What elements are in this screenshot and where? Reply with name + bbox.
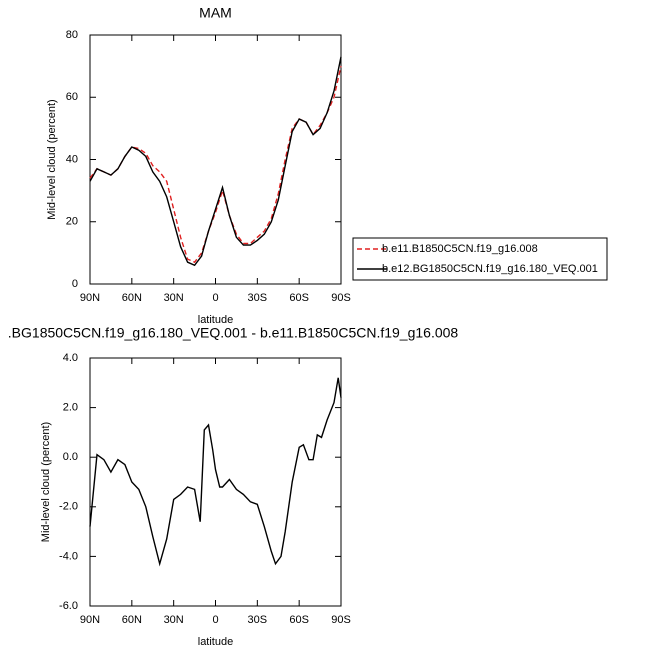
line-series	[89, 56, 342, 267]
y-tick-label: 40	[66, 153, 78, 165]
chart-title: .BG1850C5CN.f19_g16.180_VEQ.001 - b.e11.…	[8, 325, 459, 341]
x-tick-label: 60S	[289, 292, 309, 304]
y-tick-label: -4.0	[59, 550, 78, 562]
plot-frame	[89, 34, 342, 285]
x-tick-label: 0	[212, 292, 218, 304]
y-tick-label: 0	[72, 278, 78, 290]
y-tick-label: 0.0	[63, 451, 78, 463]
y-tick-label: 4.0	[63, 352, 78, 364]
x-tick-label: 30N	[164, 614, 184, 626]
y-tick-label: 80	[66, 29, 78, 41]
legend-label: b.e11.B1850C5CN.f19_g16.008	[382, 243, 538, 255]
y-tick-label: -6.0	[59, 600, 78, 612]
x-axis-label: latitude	[198, 636, 233, 648]
x-tick-label: 90S	[331, 292, 351, 304]
line-series	[89, 65, 342, 264]
x-tick-label: 30N	[164, 292, 184, 304]
x-tick-label: 30S	[248, 614, 268, 626]
x-tick-label: 30S	[248, 292, 268, 304]
x-tick-label: 90N	[80, 614, 100, 626]
y-tick-label: 20	[66, 216, 78, 228]
line-series	[89, 377, 342, 567]
x-tick-label: 90N	[80, 292, 100, 304]
x-axis-label: latitude	[198, 314, 233, 326]
y-tick-label: -2.0	[59, 501, 78, 513]
legend-label: b.e12.BG1850C5CN.f19_g16.180_VEQ.001	[382, 263, 598, 275]
y-tick-label: 60	[66, 91, 78, 103]
y-axis-label: Mid-level cloud (percent)	[40, 422, 52, 542]
x-tick-label: 60S	[289, 614, 309, 626]
legend-box	[352, 237, 608, 281]
x-tick-label: 60N	[122, 614, 142, 626]
y-axis-label: Mid-level cloud (percent)	[46, 99, 58, 219]
x-tick-label: 60N	[122, 292, 142, 304]
y-tick-label: 2.0	[63, 402, 78, 414]
x-tick-label: 90S	[331, 614, 351, 626]
x-tick-label: 0	[212, 614, 218, 626]
plot-frame	[89, 357, 342, 607]
chart-title: MAM	[199, 5, 232, 21]
